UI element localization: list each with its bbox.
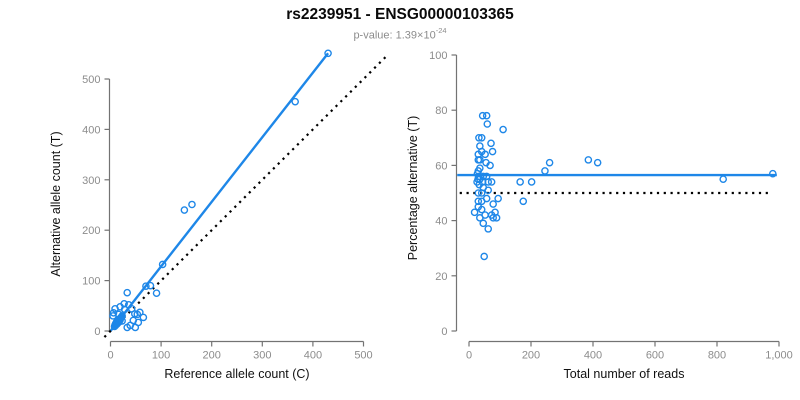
x-tick-label: 300 (253, 350, 271, 362)
right-y-axis-label: Percentage alternative (T) (406, 115, 420, 261)
data-point (475, 133, 483, 142)
regression-line (109, 52, 330, 332)
figure-subtitle: p-value: 1.39×10-24 (0, 26, 800, 42)
data-point (719, 175, 728, 183)
data-point (527, 178, 536, 186)
x-tick-label: 100 (152, 350, 170, 362)
data-point (470, 208, 479, 217)
data-point (474, 189, 483, 197)
y-tick-label: 20 (435, 271, 447, 283)
data-point (476, 214, 484, 222)
data-point (477, 197, 486, 206)
data-point (114, 310, 123, 319)
data-point (158, 260, 167, 269)
identity-line (103, 54, 389, 338)
x-tick-label: 800 (708, 350, 726, 362)
y-tick-label: 100 (429, 50, 447, 62)
data-point (118, 317, 126, 325)
data-point (476, 156, 484, 164)
data-point (477, 205, 486, 214)
y-tick-label: 500 (82, 74, 100, 86)
data-point (545, 158, 554, 167)
data-point (541, 167, 549, 175)
x-tick-label: 0 (466, 350, 472, 362)
data-point (519, 197, 528, 206)
data-point (482, 111, 491, 120)
data-point (484, 225, 493, 233)
data-point (142, 282, 150, 290)
y-tick-label: 80 (435, 105, 447, 117)
data-point (492, 214, 501, 222)
data-point (769, 169, 777, 178)
left-plot: 0 100 200 300 400 500 0 100 200 300 400 500 (82, 49, 389, 362)
y-tick-label: 40 (435, 216, 447, 228)
pvalue-text: p-value: 1.39×10 (353, 29, 436, 42)
data-point (120, 305, 129, 314)
pvalue-exponent: -24 (435, 26, 447, 35)
data-point (480, 252, 488, 261)
data-point (487, 178, 496, 186)
data-point (324, 49, 332, 58)
y-tick-label: 0 (94, 326, 100, 338)
data-point (477, 133, 486, 142)
data-point (109, 309, 118, 317)
data-point (134, 318, 143, 327)
data-point (180, 206, 189, 214)
data-point (484, 186, 493, 195)
data-point (593, 158, 602, 167)
right-plot: 0 20 40 60 80 100 0 200 400 600 800 1,000 (429, 50, 793, 362)
data-point (146, 281, 155, 290)
y-tick-label: 300 (82, 175, 100, 187)
right-x-axis-label: Total number of reads (563, 367, 685, 381)
x-tick-label: 200 (522, 350, 540, 362)
data-point (152, 289, 161, 298)
x-tick-label: 1,000 (765, 350, 793, 362)
data-point (136, 308, 144, 317)
data-point (481, 150, 489, 159)
x-tick-label: 0 (107, 350, 113, 362)
x-tick-label: 400 (304, 350, 322, 362)
y-tick-label: 400 (82, 124, 100, 136)
data-point (123, 288, 131, 297)
data-point (291, 97, 299, 106)
left-y-axis-label: Alternative allele count (T) (49, 131, 63, 277)
x-tick-label: 500 (354, 350, 372, 362)
data-point (188, 200, 196, 209)
y-tick-label: 0 (441, 326, 447, 338)
x-tick-label: 600 (646, 350, 664, 362)
data-point (489, 200, 497, 208)
data-point (487, 139, 495, 148)
y-tick-label: 100 (82, 276, 100, 288)
data-point (584, 156, 593, 164)
y-tick-label: 60 (435, 160, 447, 172)
figure-title: rs2239951 - ENSG00000103365 (286, 6, 514, 23)
data-point (479, 219, 488, 228)
data-point (499, 125, 507, 134)
data-point (478, 111, 487, 120)
data-point (489, 214, 497, 222)
data-point (483, 120, 492, 128)
data-point (488, 147, 497, 156)
data-point (139, 313, 148, 322)
data-point (477, 189, 486, 197)
y-tick-label: 200 (82, 225, 100, 237)
data-point (484, 178, 493, 186)
data-point (118, 312, 126, 320)
x-tick-label: 200 (203, 350, 221, 362)
data-point (486, 161, 494, 170)
x-tick-label: 400 (584, 350, 602, 362)
data-point (494, 194, 502, 203)
left-x-axis-label: Reference allele count (C) (164, 367, 310, 381)
data-point (516, 178, 524, 186)
